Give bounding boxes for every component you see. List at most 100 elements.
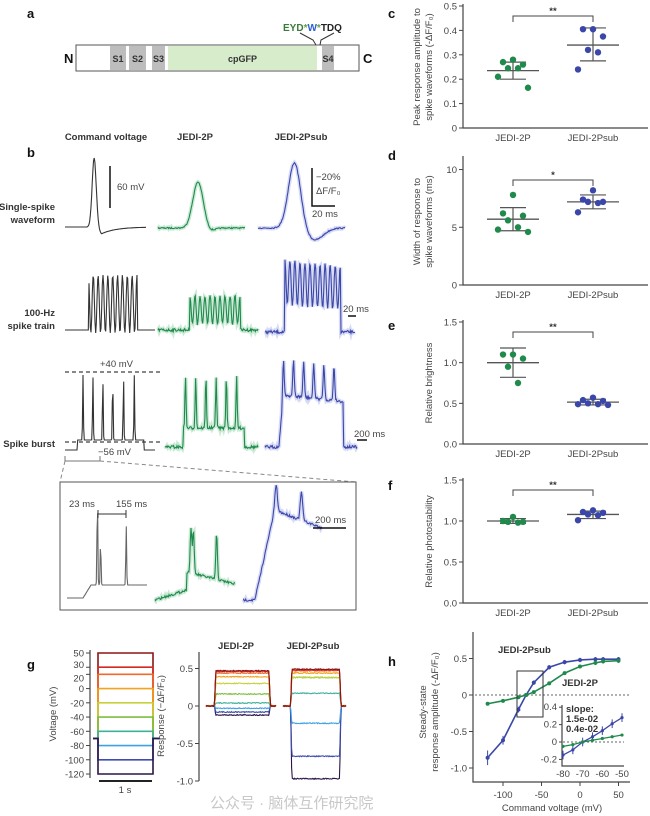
data-point-jedi-2psub [594, 199, 602, 207]
series-label-jedi2p: JEDI-2P [562, 678, 599, 689]
data-point-jedi-2p [501, 698, 505, 703]
panel-label-b: b [27, 145, 35, 160]
y-tick-label: 0 [188, 702, 193, 713]
insert-part: EYD [283, 23, 304, 34]
response-trace-0 [282, 671, 347, 707]
row-label: spike train [7, 321, 55, 332]
segment-cpgfp [168, 46, 317, 70]
y-tick-label: 5 [452, 223, 457, 234]
response-trace-50 [283, 667, 347, 708]
significance-bracket [512, 15, 594, 22]
inset-x-tick-label: -70 [576, 769, 590, 780]
response-trace--20 [282, 676, 347, 708]
voltage-step--60 [93, 730, 160, 740]
y-tick-label: -120 [65, 770, 84, 781]
row-label: 100-Hz [24, 308, 55, 319]
insert-part: * [317, 23, 321, 34]
y-tick-label: -80 [70, 741, 84, 752]
segment-label: cpGFP [228, 54, 257, 64]
data-point-jedi-2psub [579, 196, 587, 203]
y-axis-label: Width of response to [412, 178, 423, 265]
y-tick-label: -1.0 [451, 764, 467, 775]
inset-time-scalebar-label: 200 ms [315, 515, 346, 526]
axes-c [462, 4, 648, 129]
data-point-jedi-2p [514, 65, 522, 72]
y-axis-label: Steady-state [418, 685, 429, 738]
slope-title: slope: [566, 704, 594, 715]
response-trace--100 [282, 704, 347, 758]
dff-scalebar-label: −20% [316, 172, 341, 183]
interval-label-23ms: 23 ms [69, 499, 95, 510]
x-category-label: JEDI-2Psub [568, 290, 619, 301]
y-tick-label: 0.0 [444, 440, 457, 451]
response-trace--20 [205, 682, 277, 708]
data-point-jedi-2psub [574, 400, 582, 408]
inset-data-point [561, 753, 565, 757]
response-trace-30 [205, 670, 277, 708]
jedi2p-spike-burst-trace [164, 376, 259, 451]
y-tick-label: 1.5 [444, 318, 457, 329]
y-axis-label: Peak response amplitude to [412, 8, 423, 126]
response-trace-30 [282, 668, 347, 708]
y-tick-label: 1.0 [444, 358, 457, 369]
voltage-step-50 [93, 652, 160, 740]
inset-jedi2p-trace [154, 527, 236, 602]
data-point-jedi-2p [499, 210, 507, 217]
insert-part: * [304, 23, 308, 34]
column-title-0: Command voltage [65, 132, 147, 143]
y-tick-label: 0.5 [444, 399, 457, 410]
x-axis-label: Command voltage (mV) [502, 803, 602, 814]
inset-data-point [610, 722, 614, 726]
data-point-jedi-2p [494, 226, 502, 233]
data-point-jedi-2p [519, 518, 527, 526]
inset-data-point [610, 735, 614, 739]
significance-label: ** [549, 6, 557, 17]
burst-time-scalebar-label: 200 ms [354, 429, 385, 440]
y-axis-label: Relative photostability [424, 495, 435, 588]
y-tick-label: 0.4 [444, 26, 457, 37]
inset-data-point [581, 740, 585, 744]
time-scalebar-label: 20 ms [312, 209, 338, 220]
data-point-jedi-2psub [604, 401, 612, 409]
x-category-label: JEDI-2Psub [568, 133, 619, 144]
y-tick-label: 0.5 [444, 2, 457, 13]
y-tick-label: 0.5 [444, 558, 457, 569]
y-tick-label: 0.2 [444, 75, 457, 86]
inset-y-tick-label: 0.2 [544, 720, 557, 731]
burst-top-level-label: +40 mV [100, 359, 134, 370]
voltage-scalebar-label: 60 mV [117, 182, 145, 193]
x-category-label: JEDI-2P [495, 133, 530, 144]
zoom-region-box [516, 670, 544, 718]
data-point-jedi-2p [547, 681, 552, 686]
y-tick-label: 0 [79, 684, 84, 695]
data-point-jedi-2p [499, 58, 507, 66]
segment-label: S4 [322, 54, 333, 64]
response-trace--60 [282, 691, 347, 708]
data-point-jedi-2psub [574, 516, 582, 524]
data-point-jedi-2p [519, 212, 527, 219]
command-spike-burst-trace [65, 374, 155, 451]
voltage-step--120 [93, 737, 160, 775]
response-trace--120 [205, 704, 277, 717]
inset-y-tick-label: 0.4 [544, 702, 557, 713]
data-point-jedi-2psub [547, 665, 552, 670]
watermark: 公众号 · 脑体互作研究院 [210, 794, 373, 812]
x-tick-label: 50 [613, 790, 624, 801]
jedi2p-single-spike-trace [157, 181, 246, 231]
data-point-jedi-2psub [485, 755, 490, 760]
data-point-jedi-2psub [594, 512, 602, 519]
data-point-jedi-2p [524, 693, 529, 697]
data-point-jedi-2p [616, 658, 621, 663]
data-point-jedi-2p [494, 73, 502, 80]
axes-d [462, 156, 648, 286]
voltage-step--80 [93, 737, 160, 747]
row-label: Spike burst [3, 439, 56, 450]
data-point-jedi-2psub [599, 397, 607, 405]
x-tick-label: 0 [577, 790, 582, 801]
y-tick-label: -60 [70, 727, 84, 738]
insert-sequence: EYD*W*TDQ [283, 23, 342, 34]
response-title: JEDI-2Psub [287, 641, 340, 652]
inset-data-point [571, 743, 575, 747]
x-tick-label: -50 [535, 790, 549, 801]
data-point-jedi-2psub [579, 396, 587, 404]
